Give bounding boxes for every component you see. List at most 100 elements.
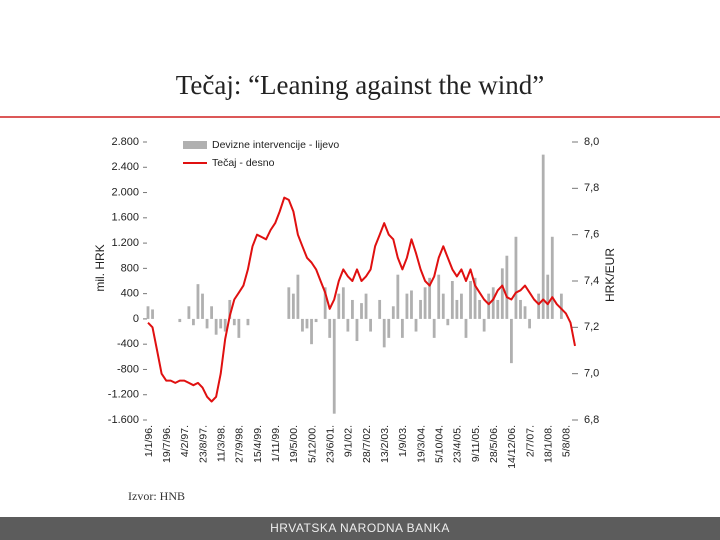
bar <box>369 318 372 332</box>
x-tick-label: 23/6/01. <box>324 425 336 463</box>
bar <box>437 274 441 319</box>
bar <box>478 299 482 319</box>
x-tick-label: 19/3/04. <box>415 425 427 463</box>
y2-tick-label: 7,8 <box>584 182 599 194</box>
bar <box>332 318 336 414</box>
bar <box>192 318 195 326</box>
bar <box>510 318 513 364</box>
bar <box>546 274 550 319</box>
y-tick-label: 2.400 <box>111 161 139 173</box>
bar <box>237 318 241 338</box>
y2-tick-label: 8,0 <box>584 136 599 148</box>
bar <box>460 293 463 319</box>
x-tick-label: 15/4/99. <box>252 425 264 463</box>
bar <box>432 318 436 338</box>
bar <box>219 318 223 329</box>
bar <box>346 318 350 332</box>
bar <box>187 306 191 319</box>
bar <box>205 318 209 329</box>
x-tick-label: 28/7/02. <box>361 425 373 463</box>
y-tick-label: 2.000 <box>111 186 139 198</box>
bar <box>505 255 509 319</box>
y-tick-label: -1.200 <box>108 389 139 401</box>
x-tick-label: 9/1/02. <box>343 425 355 457</box>
x-tick-label: 4/2/97. <box>179 425 191 457</box>
bar <box>541 154 545 319</box>
bar <box>500 268 504 319</box>
source: Izvor: HNB <box>128 489 185 503</box>
x-tick-label: 27/9/98. <box>234 425 246 463</box>
y2-axis-label: HRK/EUR <box>603 248 617 302</box>
footer-text: HRVATSKA NARODNA BANKA <box>270 521 450 535</box>
bar <box>514 236 518 319</box>
x-tick-label: 5/8/08. <box>561 425 573 457</box>
bar <box>446 318 450 326</box>
bar <box>314 318 318 323</box>
bar <box>400 318 404 338</box>
bar <box>473 277 477 319</box>
bar <box>337 293 341 319</box>
bar <box>396 274 400 319</box>
legend-swatch <box>183 141 207 149</box>
line <box>147 196 576 403</box>
bar <box>196 284 200 319</box>
bar <box>464 318 468 338</box>
bar <box>559 293 563 319</box>
bar <box>528 318 531 329</box>
bar <box>550 236 554 319</box>
bar <box>428 277 432 319</box>
bar <box>210 306 213 319</box>
bar <box>178 318 182 323</box>
y-tick-label: -400 <box>117 338 139 350</box>
bar <box>455 299 459 319</box>
x-tick-label: 19/7/96. <box>161 425 173 463</box>
bar <box>537 293 541 319</box>
y2-tick-label: 7,4 <box>584 275 599 287</box>
footer-bar <box>0 517 720 540</box>
bar <box>450 281 454 319</box>
y-tick-label: -800 <box>117 363 139 375</box>
x-tick-label: 5/10/04. <box>434 425 446 463</box>
y2-tick-label: 7,6 <box>584 229 599 241</box>
bar <box>419 299 422 319</box>
bar <box>441 293 445 319</box>
bar <box>519 299 522 319</box>
x-tick-label: 13/2/03. <box>379 425 391 463</box>
x-tick-label: 11/3/98. <box>215 425 227 462</box>
legend-label: Tečaj - desno <box>212 157 275 169</box>
bar <box>423 287 427 319</box>
bar <box>301 318 304 332</box>
bar <box>351 299 354 319</box>
bar <box>151 309 154 319</box>
bar <box>232 318 236 326</box>
x-tick-label: 23/8/97. <box>197 425 209 463</box>
bar <box>201 293 204 319</box>
bar <box>341 287 345 319</box>
bar <box>246 318 250 326</box>
bar <box>391 306 395 319</box>
legend-label: Devizne intervencije - lijevo <box>212 139 339 151</box>
bar <box>146 306 150 319</box>
x-tick-label: 23/4/05. <box>452 425 464 463</box>
y2-tick-label: 7,0 <box>584 368 599 380</box>
bar <box>387 318 391 338</box>
bar <box>523 306 527 319</box>
x-tick-label: 1/1/96. <box>143 425 155 457</box>
bar <box>405 293 409 319</box>
bar <box>305 318 309 329</box>
y-tick-label: 1.600 <box>111 212 139 224</box>
slide-title: Tečaj: “Leaning against the wind” <box>176 70 544 100</box>
bar <box>323 287 327 319</box>
bar <box>487 293 491 319</box>
x-tick-label: 1/9/03. <box>397 425 409 457</box>
bar <box>228 299 232 319</box>
y2-tick-label: 7,2 <box>584 321 599 333</box>
bar <box>491 287 495 319</box>
y-tick-label: 400 <box>121 288 139 300</box>
bar <box>482 318 486 332</box>
bar <box>382 318 386 348</box>
bar <box>469 281 472 319</box>
x-tick-label: 14/12/06. <box>506 425 518 469</box>
bar <box>378 299 382 319</box>
